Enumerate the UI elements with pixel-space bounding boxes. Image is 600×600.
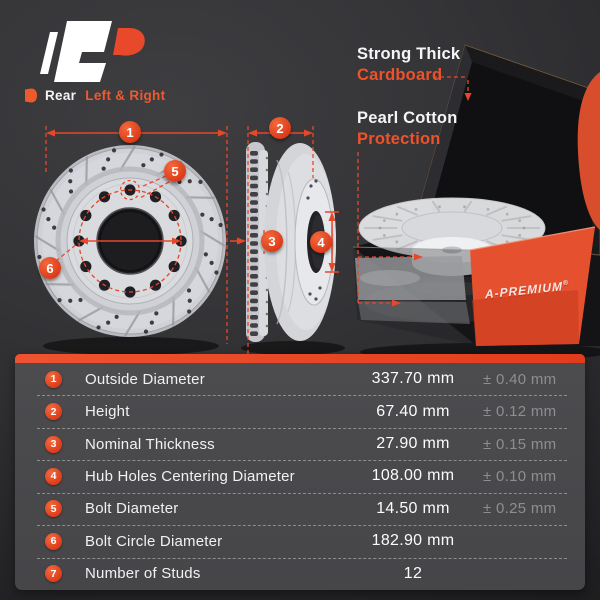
table-row: 1 Outside Diameter 337.70 mm ± 0.40 mm xyxy=(15,363,585,395)
callout-1-outside-diameter: 1 xyxy=(119,121,141,143)
table-accent-bar xyxy=(15,354,585,363)
spec-value: 12 xyxy=(403,564,423,582)
spec-tolerance: ± 0.25 mm xyxy=(483,500,557,518)
row-number-badge: 7 xyxy=(45,565,62,583)
spec-tolerance: ± 0.10 mm xyxy=(483,467,557,485)
side-rotor-drawing xyxy=(241,142,345,355)
table-row: 3 Nominal Thickness 27.90 mm ± 0.15 mm xyxy=(15,427,585,460)
spec-value: 14.50 mm xyxy=(376,499,450,517)
spec-label: Height xyxy=(85,403,130,421)
spec-value: 182.90 mm xyxy=(371,532,455,550)
cardboard-label: Strong Thick Cardboard xyxy=(357,45,461,84)
row-number-badge: 1 xyxy=(45,370,62,388)
callout-2-height: 2 xyxy=(269,117,291,139)
spec-value: 337.70 mm xyxy=(371,370,455,388)
spec-value: 27.90 mm xyxy=(376,435,450,453)
position-side: Rear xyxy=(45,88,77,103)
spec-tolerance: ± 0.40 mm xyxy=(483,370,557,388)
spec-label: Number of Studs xyxy=(85,565,201,583)
row-number-badge: 3 xyxy=(45,435,62,453)
spec-label: Bolt Circle Diameter xyxy=(85,532,223,550)
a-premium-logo xyxy=(40,21,145,82)
spec-label: Bolt Diameter xyxy=(85,500,179,518)
table-row: 4 Hub Holes Centering Diameter 108.00 mm… xyxy=(15,460,585,492)
table-row: 2 Height 67.40 mm ± 0.12 mm xyxy=(15,395,585,427)
spec-value: 67.40 mm xyxy=(376,402,450,420)
row-number-badge: 4 xyxy=(45,467,62,485)
callout-5-bolt-diameter: 5 xyxy=(164,160,186,182)
front-rotor-drawing xyxy=(34,145,226,355)
packaging-box-illustration xyxy=(352,44,600,361)
position-lr: Left & Right xyxy=(85,88,166,103)
callout-3-thickness: 3 xyxy=(261,230,283,252)
spec-label: Nominal Thickness xyxy=(85,435,215,453)
table-row: 5 Bolt Diameter 14.50 mm ± 0.25 mm xyxy=(15,492,585,525)
dimension-marks xyxy=(45,76,472,356)
table-row: 7 Number of Studs 12 xyxy=(15,557,585,590)
row-number-badge: 5 xyxy=(45,500,62,518)
row-number-badge: 6 xyxy=(45,532,62,550)
table-row: 6 Bolt Circle Diameter 182.90 mm xyxy=(15,525,585,557)
spec-value: 108.00 mm xyxy=(371,467,455,485)
spec-label: Hub Holes Centering Diameter xyxy=(85,467,295,485)
spec-table: 1 Outside Diameter 337.70 mm ± 0.40 mm 2… xyxy=(15,354,585,590)
box-front-panel xyxy=(469,226,596,346)
position-label: Rear Left & Right xyxy=(25,88,165,103)
callout-6-bolt-circle: 6 xyxy=(39,257,61,279)
callout-4-hub-bore: 4 xyxy=(310,231,332,253)
spec-rows: 1 Outside Diameter 337.70 mm ± 0.40 mm 2… xyxy=(15,363,585,590)
spec-tolerance: ± 0.15 mm xyxy=(483,435,557,453)
spec-tolerance: ± 0.12 mm xyxy=(483,403,557,421)
box-flap xyxy=(577,72,600,230)
spec-label: Outside Diameter xyxy=(85,370,205,388)
cotton-label: Pearl Cotton Protection xyxy=(357,109,458,148)
flag-icon xyxy=(25,88,37,103)
row-number-badge: 2 xyxy=(45,403,62,421)
